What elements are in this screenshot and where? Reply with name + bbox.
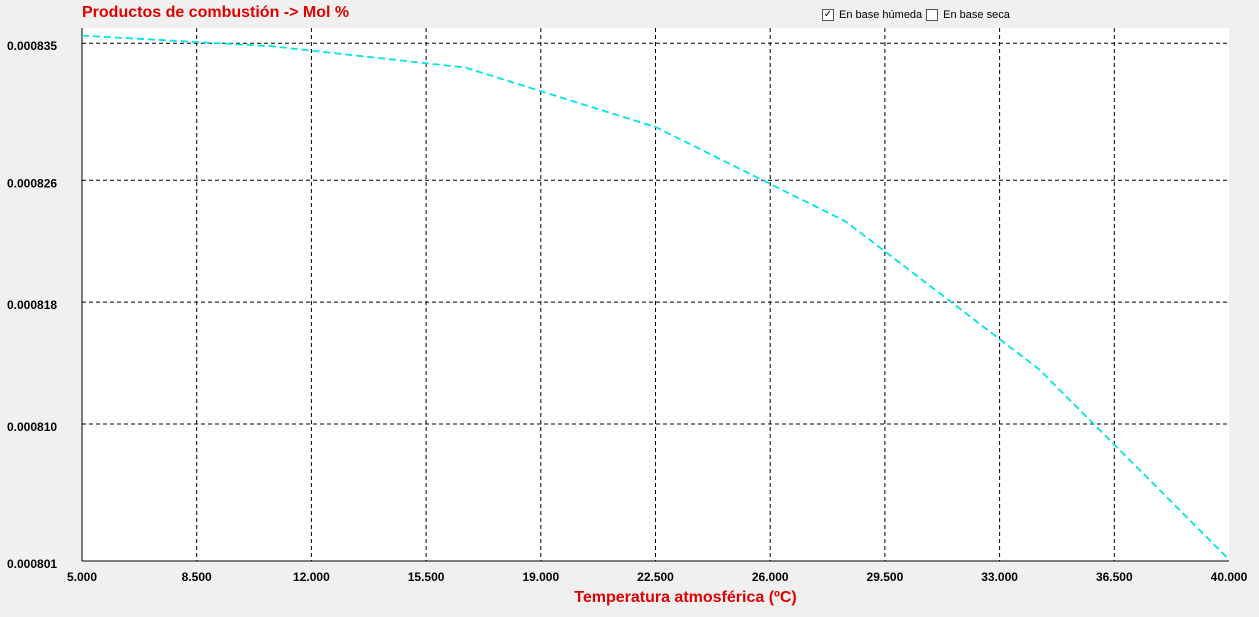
y-tick-label: 0.000810 <box>7 420 57 434</box>
humid-basis-checkbox[interactable]: ✓ En base húmeda <box>822 9 922 21</box>
dry-basis-label: En base seca <box>943 9 1010 21</box>
check-icon: ✓ <box>823 9 833 20</box>
humid-basis-label: En base húmeda <box>839 9 923 21</box>
x-tick-label: 26.000 <box>752 570 789 584</box>
y-tick-label: 0.000826 <box>7 176 57 190</box>
x-tick-label: 22.500 <box>637 570 674 584</box>
x-tick-label: 36.500 <box>1096 570 1133 584</box>
x-tick-label: 5.000 <box>67 570 97 584</box>
x-tick-label: 8.500 <box>182 570 212 584</box>
dry-basis-checkbox[interactable]: En base seca <box>926 9 1010 21</box>
x-tick-label: 33.000 <box>981 570 1018 584</box>
series-line <box>81 34 1230 561</box>
basis-options: ✓ En base húmeda En base seca <box>822 9 1014 21</box>
x-axis-label: Temperatura atmosférica (ºC) <box>574 589 797 606</box>
y-tick-label: 0.000801 <box>7 557 57 571</box>
x-tick-label: 15.500 <box>408 570 445 584</box>
x-tick-label: 29.500 <box>867 570 904 584</box>
x-tick-label: 12.000 <box>293 570 330 584</box>
x-tick-label: 19.000 <box>522 570 559 584</box>
y-tick-label: 0.000818 <box>7 298 57 312</box>
y-tick-label: 0.000835 <box>7 39 57 53</box>
dry-checkbox-box[interactable] <box>926 9 939 21</box>
chart-title: Productos de combustión -> Mol % <box>82 4 350 21</box>
humid-checkbox-box[interactable]: ✓ <box>822 9 834 21</box>
x-tick-label: 40.000 <box>1211 570 1248 584</box>
